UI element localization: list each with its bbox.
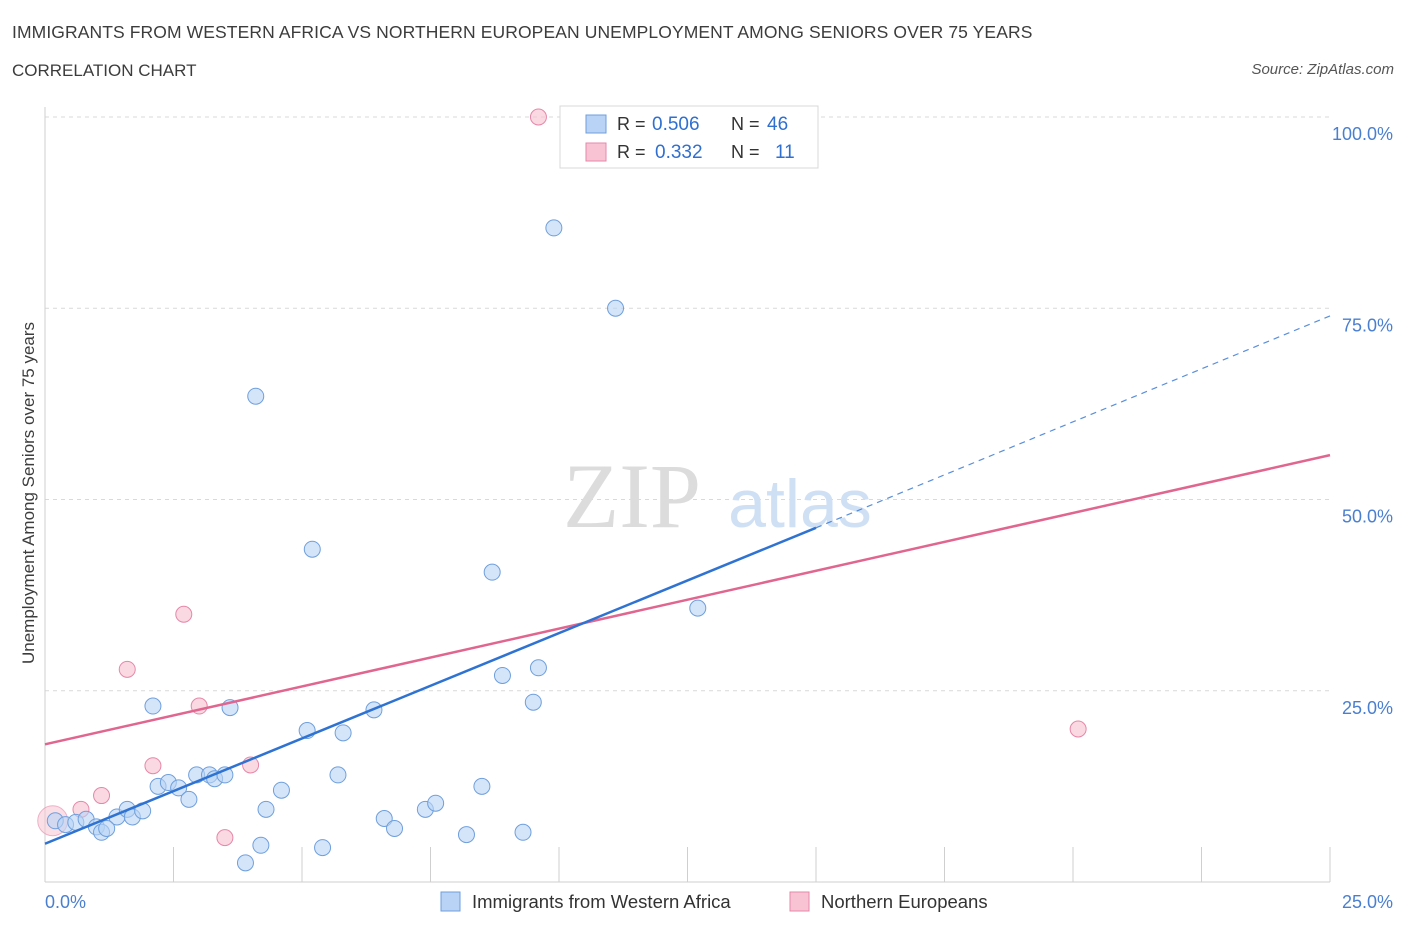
axes xyxy=(44,107,1331,883)
trendlines xyxy=(44,315,1331,845)
western-africa-points xyxy=(46,219,707,872)
data-point-western-africa xyxy=(514,823,532,841)
data-point-western-africa xyxy=(329,766,347,784)
data-point-northern-europeans xyxy=(93,787,111,805)
data-point-western-africa xyxy=(314,839,332,857)
x-tick-labels: 0.0% 25.0% xyxy=(45,892,1393,912)
data-point-western-africa xyxy=(303,540,321,558)
data-point-western-africa xyxy=(427,794,445,812)
data-point-western-africa xyxy=(180,790,198,808)
legend-r-label-1: R = xyxy=(617,114,646,134)
legend-swatch-blue xyxy=(585,114,607,134)
data-point-western-africa xyxy=(236,854,254,872)
data-point-western-africa xyxy=(144,697,162,715)
data-point-western-africa xyxy=(386,819,404,837)
legend-n-value-1: 46 xyxy=(767,114,788,135)
watermark-atlas: atlas xyxy=(728,466,872,542)
data-point-western-africa xyxy=(529,659,547,677)
data-point-northern-europeans xyxy=(1069,720,1087,738)
trendline-western-africa xyxy=(44,526,817,845)
data-point-northern-europeans xyxy=(144,757,162,775)
data-point-western-africa xyxy=(689,599,707,617)
legend-n-label-1: N = xyxy=(731,114,760,134)
data-point-western-africa xyxy=(247,387,265,405)
y-tick-label: 75.0% xyxy=(1342,315,1393,335)
legend-n-label-2: N = xyxy=(731,142,760,162)
data-point-northern-europeans xyxy=(175,605,193,623)
legend-swatch-pink xyxy=(585,142,607,162)
x-tick-label-min: 0.0% xyxy=(45,892,86,912)
y-tick-label: 100.0% xyxy=(1332,124,1393,144)
data-point-western-africa xyxy=(334,724,352,742)
data-point-western-africa xyxy=(524,693,542,711)
data-point-western-africa xyxy=(473,777,491,795)
chart-title: IMMIGRANTS FROM WESTERN AFRICA VS NORTHE… xyxy=(12,22,1033,42)
legend-r-value-1: 0.506 xyxy=(652,114,700,135)
data-point-northern-europeans xyxy=(118,660,136,678)
x-tick-label-max: 25.0% xyxy=(1342,892,1393,912)
chart-subtitle: CORRELATION CHART xyxy=(12,61,197,80)
legend-series-label-blue: Immigrants from Western Africa xyxy=(472,891,731,912)
data-point-western-africa xyxy=(257,800,275,818)
data-point-western-africa xyxy=(272,781,290,799)
y-axis-label: Unemployment Among Seniors over 75 years xyxy=(19,322,38,664)
watermark: ZIP atlas xyxy=(563,445,872,547)
watermark-zip: ZIP xyxy=(563,445,701,547)
legend-series-swatch-pink xyxy=(789,891,810,912)
y-tick-labels: 25.0% 50.0% 75.0% 100.0% xyxy=(1332,124,1393,718)
data-point-northern-europeans xyxy=(216,829,234,847)
legend-stats: R = 0.506 N = 46 R = 0.332 N = 11 xyxy=(559,105,819,169)
data-point-western-africa xyxy=(98,819,116,837)
data-point-western-africa xyxy=(545,219,563,237)
y-tick-label: 25.0% xyxy=(1342,698,1393,718)
legend-series-swatch-blue xyxy=(440,891,461,912)
legend-n-value-2: 11 xyxy=(775,142,795,163)
trendline-western-africa-extension xyxy=(815,315,1331,529)
data-point-western-africa xyxy=(252,836,270,854)
data-point-western-africa xyxy=(607,299,625,317)
data-point-western-africa xyxy=(457,826,475,844)
grid-lines xyxy=(45,116,1330,692)
legend-r-value-2: 0.332 xyxy=(655,142,703,163)
data-point-western-africa xyxy=(483,563,501,581)
data-point-western-africa xyxy=(493,666,511,684)
source-credit: Source: ZipAtlas.com xyxy=(1251,61,1394,78)
trendline-northern-europeans xyxy=(44,453,1331,746)
y-tick-label: 50.0% xyxy=(1342,507,1393,527)
legend-series: Immigrants from Western Africa Northern … xyxy=(440,891,988,912)
data-point-western-africa xyxy=(375,810,393,828)
legend-r-label-2: R = xyxy=(617,142,646,162)
northern-europeans-points xyxy=(37,108,1087,847)
legend-series-label-pink: Northern Europeans xyxy=(821,891,988,912)
data-point-northern-europeans xyxy=(529,108,547,126)
